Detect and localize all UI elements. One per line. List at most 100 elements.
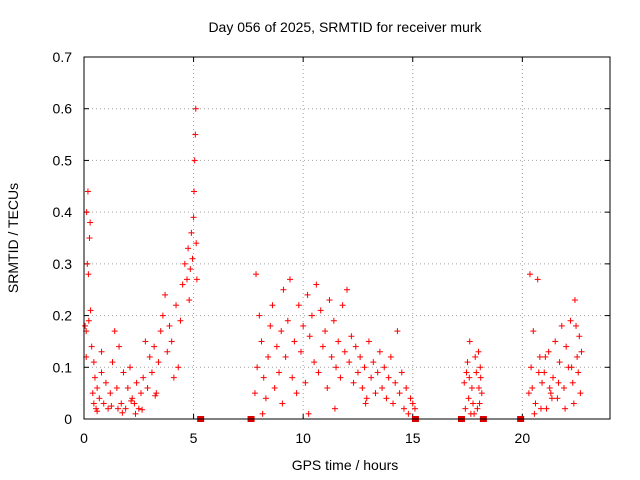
data-point bbox=[188, 229, 195, 236]
data-point bbox=[300, 322, 307, 329]
data-point bbox=[108, 403, 115, 410]
data-point bbox=[563, 343, 570, 350]
data-point bbox=[166, 322, 173, 329]
data-point bbox=[192, 131, 199, 138]
data-point bbox=[381, 364, 388, 371]
data-point bbox=[90, 400, 97, 407]
data-point bbox=[473, 369, 480, 376]
x-tick-label: 15 bbox=[405, 430, 421, 446]
data-point bbox=[400, 405, 407, 412]
data-point bbox=[159, 312, 166, 319]
data-point bbox=[576, 333, 583, 340]
data-point bbox=[177, 317, 184, 324]
data-point bbox=[135, 405, 142, 412]
data-point bbox=[531, 410, 538, 417]
data-points bbox=[82, 105, 585, 417]
data-point bbox=[478, 390, 485, 397]
data-point bbox=[100, 400, 107, 407]
data-point bbox=[142, 338, 149, 345]
data-point bbox=[173, 302, 180, 309]
data-point bbox=[577, 390, 584, 397]
data-point bbox=[543, 405, 550, 412]
x-axis-label: GPS time / hours bbox=[292, 457, 399, 473]
data-point bbox=[574, 353, 581, 360]
data-point bbox=[326, 297, 333, 304]
data-point bbox=[570, 400, 577, 407]
data-point bbox=[562, 405, 569, 412]
data-point bbox=[346, 359, 353, 366]
data-point bbox=[539, 379, 546, 386]
data-point bbox=[192, 105, 199, 112]
data-point bbox=[146, 353, 153, 360]
data-point bbox=[116, 343, 123, 350]
data-point bbox=[527, 271, 534, 278]
data-point bbox=[573, 322, 580, 329]
data-point bbox=[365, 338, 372, 345]
data-point bbox=[555, 379, 562, 386]
data-point bbox=[571, 297, 578, 304]
data-point bbox=[333, 364, 340, 371]
x-tick-label: 0 bbox=[80, 430, 88, 446]
data-point bbox=[291, 338, 298, 345]
data-point bbox=[403, 384, 410, 391]
data-point bbox=[102, 379, 109, 386]
data-point bbox=[289, 374, 296, 381]
data-point bbox=[89, 390, 96, 397]
data-point bbox=[179, 281, 186, 288]
data-point bbox=[98, 369, 105, 376]
data-point bbox=[118, 400, 125, 407]
data-point bbox=[534, 276, 541, 283]
data-point bbox=[362, 400, 369, 407]
data-point bbox=[546, 384, 553, 391]
y-tick-label: 0.1 bbox=[53, 359, 73, 375]
data-point bbox=[124, 384, 131, 391]
data-point bbox=[363, 395, 370, 402]
data-point bbox=[463, 369, 470, 376]
data-point bbox=[530, 328, 537, 335]
data-point bbox=[477, 364, 484, 371]
data-point bbox=[313, 281, 320, 288]
data-point bbox=[556, 359, 563, 366]
data-point bbox=[88, 343, 95, 350]
data-point bbox=[91, 374, 98, 381]
data-point bbox=[267, 322, 274, 329]
data-point bbox=[477, 374, 484, 381]
data-point bbox=[186, 297, 193, 304]
data-point bbox=[387, 353, 394, 360]
data-point bbox=[185, 245, 192, 252]
y-axis-label: SRMTID / TECUs bbox=[5, 183, 21, 293]
data-point bbox=[398, 369, 405, 376]
data-point bbox=[98, 348, 105, 355]
data-point bbox=[475, 348, 482, 355]
data-point bbox=[164, 348, 171, 355]
data-point bbox=[105, 405, 112, 412]
data-point bbox=[528, 364, 535, 371]
data-point bbox=[396, 390, 403, 397]
data-point bbox=[181, 260, 188, 267]
data-point bbox=[541, 369, 548, 376]
data-point bbox=[560, 384, 567, 391]
data-point bbox=[256, 312, 263, 319]
data-point bbox=[372, 390, 379, 397]
data-point bbox=[370, 359, 377, 366]
data-point bbox=[392, 379, 399, 386]
y-tick-label: 0 bbox=[64, 411, 72, 427]
data-point bbox=[536, 353, 543, 360]
data-point bbox=[96, 395, 103, 402]
data-point bbox=[409, 400, 416, 407]
data-point bbox=[111, 328, 118, 335]
data-point bbox=[315, 369, 322, 376]
data-point bbox=[279, 400, 286, 407]
data-point bbox=[328, 353, 335, 360]
y-tick-label: 0.3 bbox=[53, 256, 73, 272]
data-point bbox=[265, 353, 272, 360]
data-point bbox=[148, 369, 155, 376]
data-point bbox=[191, 157, 198, 164]
data-point bbox=[339, 302, 346, 309]
data-point bbox=[474, 405, 481, 412]
data-point bbox=[190, 214, 197, 221]
data-point bbox=[260, 374, 267, 381]
x-tick-label: 5 bbox=[190, 430, 198, 446]
data-point bbox=[129, 395, 136, 402]
data-point bbox=[341, 348, 348, 355]
